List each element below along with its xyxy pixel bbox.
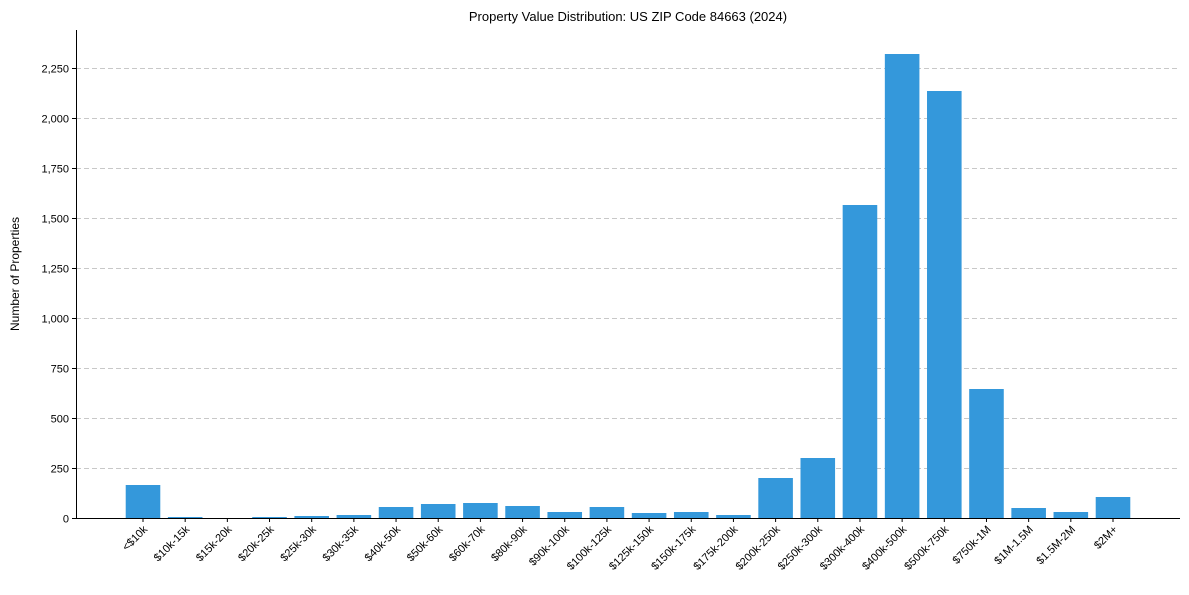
y-tick-label: 1,000 bbox=[41, 314, 69, 326]
y-tick-label: 1,500 bbox=[41, 214, 69, 226]
x-tick-label: $750k-1M bbox=[951, 524, 994, 567]
y-tick-label: 2,000 bbox=[41, 114, 69, 126]
bar bbox=[336, 515, 372, 518]
x-tick-label: $40k-50k bbox=[363, 523, 404, 564]
bar bbox=[547, 512, 583, 518]
bar bbox=[589, 507, 625, 518]
x-tick-label: $30k-35k bbox=[320, 523, 361, 564]
x-tick-label: $20k-25k bbox=[236, 523, 277, 564]
x-tick-label: $1M-1.5M bbox=[992, 524, 1036, 568]
x-tick-label: $2M+ bbox=[1092, 524, 1120, 552]
y-tick-label: 1,250 bbox=[41, 264, 69, 276]
x-tick-label: $90k-100k bbox=[527, 523, 572, 568]
bar bbox=[1095, 497, 1131, 518]
bar bbox=[1053, 512, 1089, 518]
bar bbox=[631, 513, 667, 518]
bar bbox=[252, 517, 287, 518]
bar bbox=[800, 458, 836, 518]
x-tick-label: <$10k bbox=[120, 523, 150, 553]
bar bbox=[378, 507, 414, 518]
x-tick-label: $80k-90k bbox=[489, 523, 530, 564]
bar bbox=[758, 478, 793, 518]
bar bbox=[294, 516, 329, 518]
bar bbox=[463, 503, 498, 518]
x-tick-label: $60k-70k bbox=[447, 523, 488, 564]
x-tick-label: $1.5M-2M bbox=[1034, 524, 1078, 568]
bar bbox=[969, 389, 1004, 518]
y-axis-label: Number of Properties bbox=[8, 217, 22, 331]
bar bbox=[842, 205, 878, 518]
bar bbox=[167, 517, 203, 518]
chart-title: Property Value Distribution: US ZIP Code… bbox=[469, 9, 787, 24]
bar bbox=[420, 504, 456, 518]
bar bbox=[927, 91, 962, 518]
bar bbox=[125, 485, 161, 518]
y-tick-label: 1,750 bbox=[41, 164, 69, 176]
x-tick-label: $15k-20k bbox=[194, 523, 235, 564]
x-tick-label: $25k-30k bbox=[278, 523, 319, 564]
bar bbox=[884, 54, 920, 518]
y-tick-label: 500 bbox=[51, 414, 69, 426]
bar bbox=[673, 512, 709, 518]
y-tick-label: 0 bbox=[63, 514, 69, 526]
x-tick-label: $10k-15k bbox=[152, 523, 193, 564]
x-tick-label: $500k-750k bbox=[902, 523, 951, 572]
bar bbox=[716, 515, 751, 518]
y-tick-label: 250 bbox=[51, 464, 69, 476]
y-tick-label: 2,250 bbox=[41, 64, 69, 76]
y-tick-label: 750 bbox=[51, 364, 69, 376]
bar bbox=[505, 506, 540, 518]
bar bbox=[1011, 508, 1046, 518]
x-tick-label: $50k-60k bbox=[405, 523, 446, 564]
